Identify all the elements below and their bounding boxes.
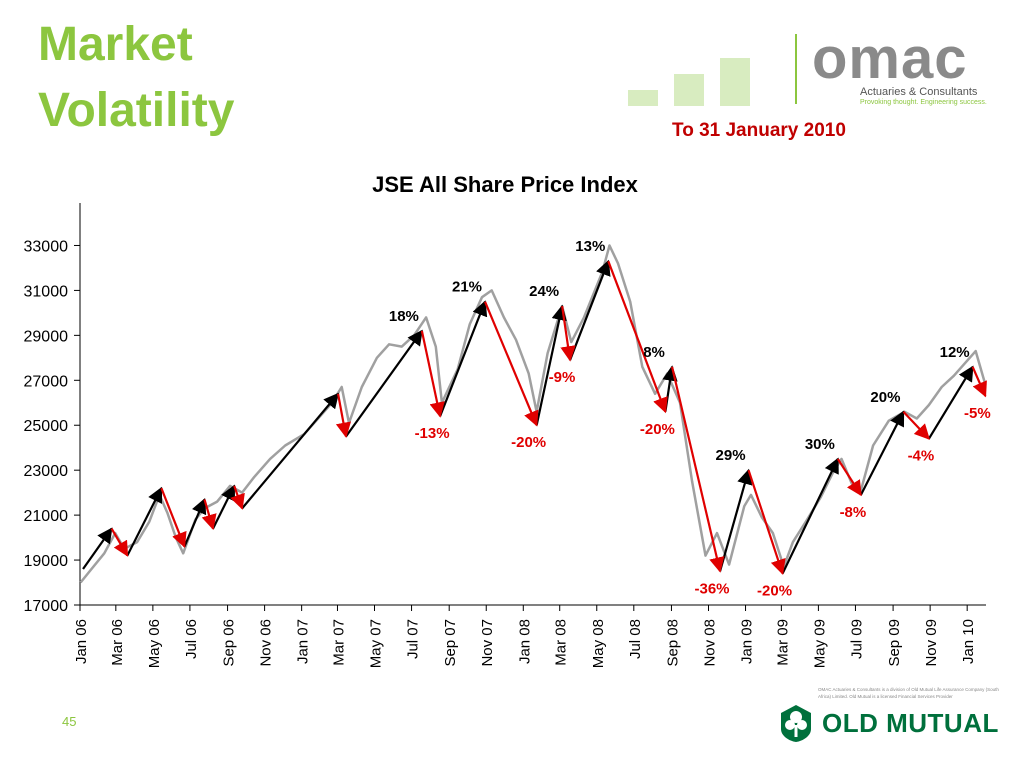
omac-logo: omac bbox=[812, 26, 968, 91]
page-number: 45 bbox=[62, 714, 77, 729]
x-tick-label: Nov 09 bbox=[923, 619, 940, 667]
date-note: To 31 January 2010 bbox=[672, 120, 846, 141]
rise-arrow bbox=[569, 259, 611, 361]
slide-title: Market Volatility bbox=[38, 12, 234, 144]
x-tick-label: May 09 bbox=[811, 619, 828, 668]
y-tick-label: 17000 bbox=[24, 598, 69, 615]
chart-axes: 17000 19000 21000 23000 25000 27000 29000 31000… bbox=[24, 203, 986, 668]
rise-arrow bbox=[82, 527, 113, 570]
fall-arrow bbox=[420, 330, 445, 418]
y-tick-label: 23000 bbox=[24, 463, 69, 480]
rise-label: 8% bbox=[643, 344, 665, 361]
x-tick-label: Sep 06 bbox=[221, 619, 238, 667]
x-tick-label: Jan 10 bbox=[960, 619, 977, 664]
x-tick-label: Nov 08 bbox=[701, 619, 718, 667]
y-tick-label: 29000 bbox=[24, 328, 69, 345]
fall-label: -13% bbox=[415, 425, 450, 442]
footer-disclaimer: OMAC Actuaries & Consultants is a divisi… bbox=[818, 687, 999, 699]
old-mutual-tree-icon bbox=[781, 705, 811, 742]
fall-arrow bbox=[230, 485, 245, 510]
jse-chart: JSE All Share Price Index 17000 19000 2100… bbox=[24, 172, 991, 668]
fall-arrow bbox=[160, 487, 187, 549]
fall-label: -20% bbox=[757, 583, 792, 600]
rise-label: 13% bbox=[575, 238, 605, 255]
y-tick-label: 25000 bbox=[24, 418, 69, 435]
x-tick-label: Sep 07 bbox=[442, 619, 459, 667]
x-tick-label: May 06 bbox=[146, 619, 163, 668]
logo-divider bbox=[795, 34, 797, 104]
rise-arrow bbox=[927, 365, 974, 440]
labels-layer: 18% 21% 24% 13% 8% 29% 30% 20% 12% -13% -20% -9% -20… bbox=[389, 238, 991, 599]
fall-arrow bbox=[670, 366, 725, 573]
x-tick-label: Jul 08 bbox=[627, 619, 644, 659]
fall-arrow bbox=[971, 366, 987, 398]
x-tick-label: Jan 09 bbox=[739, 619, 756, 664]
omac-tagline: Provoking thought. Engineering success. bbox=[860, 99, 987, 106]
fall-arrow bbox=[335, 393, 352, 438]
y-tick-label: 33000 bbox=[24, 238, 69, 255]
rise-arrow bbox=[781, 457, 839, 575]
rise-label: 21% bbox=[452, 279, 482, 296]
x-tick-label: May 07 bbox=[368, 619, 385, 668]
rise-arrow bbox=[718, 468, 753, 572]
series-layer bbox=[79, 244, 987, 584]
x-tick-label: Jul 09 bbox=[848, 619, 865, 659]
fall-arrow bbox=[560, 305, 576, 362]
x-tick-label: Jan 07 bbox=[295, 619, 312, 664]
x-tick-label: Jul 06 bbox=[183, 619, 200, 659]
rise-arrow bbox=[535, 304, 567, 426]
fall-label: -9% bbox=[549, 369, 576, 386]
x-tick-label: Sep 09 bbox=[886, 619, 903, 667]
fall-arrow bbox=[110, 528, 129, 557]
y-tick-label: 31000 bbox=[24, 283, 69, 300]
rise-arrow bbox=[859, 410, 905, 496]
x-tick-label: Mar 09 bbox=[774, 619, 791, 666]
fall-label: -36% bbox=[695, 580, 730, 597]
rise-arrow bbox=[126, 486, 163, 557]
title-line-2: Volatility bbox=[38, 84, 235, 137]
rise-arrow bbox=[345, 329, 423, 438]
fall-arrow bbox=[747, 469, 786, 576]
y-tick-label: 21000 bbox=[24, 508, 69, 525]
old-mutual-logo: OLD MUTUAL bbox=[822, 708, 999, 738]
fall-label: -20% bbox=[640, 421, 675, 438]
rise-label: 29% bbox=[716, 447, 746, 464]
rise-arrow bbox=[183, 497, 207, 548]
x-tick-label: Nov 07 bbox=[479, 619, 496, 667]
x-tick-label: Mar 06 bbox=[109, 619, 126, 666]
x-tick-label: May 08 bbox=[590, 619, 607, 668]
y-tick-label: 27000 bbox=[24, 373, 69, 390]
fall-label: -8% bbox=[840, 504, 867, 521]
y-tick-label: 19000 bbox=[24, 553, 69, 570]
fall-label: -4% bbox=[908, 448, 935, 465]
x-tick-label: Jul 07 bbox=[405, 619, 422, 659]
rise-label: 24% bbox=[529, 283, 559, 300]
omac-subtitle: Actuaries & Consultants bbox=[860, 86, 978, 98]
x-tick-label: Jan 08 bbox=[516, 619, 533, 664]
fall-arrow bbox=[607, 260, 668, 414]
x-tick-label: Sep 08 bbox=[664, 619, 681, 667]
arrows-layer bbox=[82, 259, 987, 576]
chart-title: JSE All Share Price Index bbox=[372, 172, 639, 197]
x-tick-label: Nov 06 bbox=[258, 619, 275, 667]
fall-arrow bbox=[902, 410, 930, 440]
omac-bars-icon bbox=[628, 58, 750, 106]
index-series-line bbox=[79, 244, 987, 584]
x-tick-label: Mar 08 bbox=[553, 619, 570, 666]
rise-label: 20% bbox=[870, 389, 900, 406]
rise-label: 18% bbox=[389, 308, 419, 325]
fall-label: -20% bbox=[511, 434, 546, 451]
fall-arrow bbox=[484, 301, 539, 427]
rise-label: 30% bbox=[805, 436, 835, 453]
rise-arrow bbox=[241, 392, 340, 510]
fall-label: -5% bbox=[964, 405, 991, 422]
title-line-1: Market bbox=[38, 18, 193, 71]
fall-arrow bbox=[836, 458, 862, 497]
x-tick-label: Jan 06 bbox=[73, 619, 90, 664]
rise-label: 12% bbox=[940, 344, 970, 361]
fall-arrow bbox=[201, 499, 217, 531]
x-tick-label: Mar 07 bbox=[330, 619, 347, 666]
rise-arrow bbox=[439, 300, 488, 417]
